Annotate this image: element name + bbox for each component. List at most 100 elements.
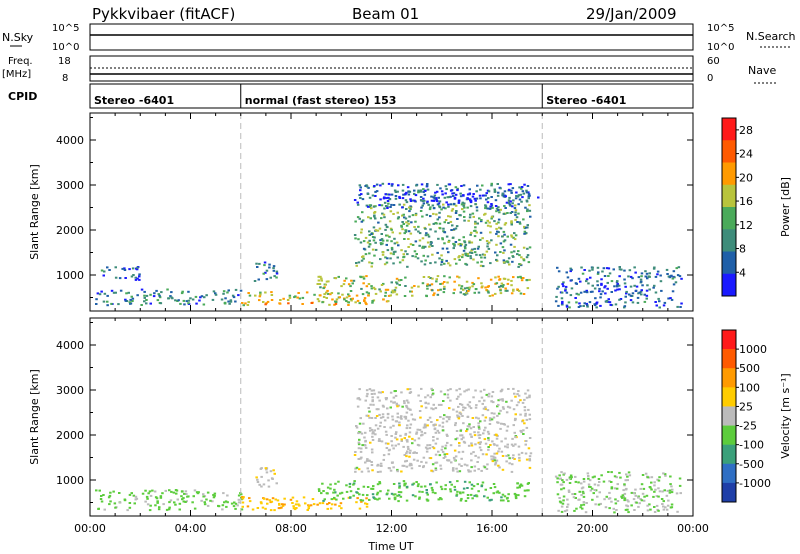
velocity-data-cell [626,508,629,511]
velocity-data-cell [426,424,429,427]
velocity-data-cell [399,416,402,419]
power-data-cell [477,277,480,280]
power-data-cell [425,295,428,298]
power-data-cell [145,294,149,297]
velocity-data-cell [580,482,583,485]
velocity-data-cell [412,458,416,461]
velocity-data-cell [366,486,370,488]
power-data-cell [414,228,417,231]
velocity-data-cell [667,499,670,502]
power-data-cell [456,187,459,190]
velocity-data-cell [352,494,355,497]
velocity-data-cell [418,410,422,412]
power-data-cell [510,211,514,213]
velocity-data-cell [95,489,98,492]
velocity-data-cell [371,435,374,438]
velocity-data-cell [405,439,409,442]
power-data-cell [378,288,381,291]
power-data-cell [114,291,117,294]
velocity-data-cell [389,391,393,394]
power-data-cell [361,219,365,222]
velocity-data-cell [449,490,453,493]
power-data-cell [520,186,524,188]
power-data-cell [456,275,459,278]
power-data-cell [477,245,480,248]
power-data-cell [329,293,332,296]
velocity-data-cell [356,405,360,408]
power-data-cell [569,270,572,273]
power-data-cell [575,292,578,295]
freq-tick-bottom: 8 [62,73,68,84]
power-data-cell [362,247,366,250]
velocity-data-cell [404,417,408,420]
velocity-data-cell [102,494,105,496]
power-data-cell [394,195,398,197]
power-data-cell [452,292,455,295]
power-data-cell [528,246,532,249]
power-data-cell [400,249,403,252]
power-data-cell [486,207,489,210]
power-data-cell [286,299,290,301]
velocity-data-cell [392,466,395,469]
power-data-cell [526,208,529,211]
velocity-data-cell [371,487,375,490]
velocity-data-cell [178,508,181,511]
power-data-cell [262,301,265,303]
velocity-data-cell [475,416,478,419]
velocity-data-cell [485,468,489,470]
velocity-data-cell [334,491,337,494]
power-data-cell [523,230,527,233]
power-data-cell [581,272,585,275]
power-data-cell [612,268,615,271]
velocity-data-cell [408,452,412,454]
power-data-cell [486,224,490,227]
velocity-data-cell [437,450,440,453]
velocity-data-cell [118,492,121,494]
velocity-colorbar-tick-label: 500 [739,362,760,375]
power-data-cell [525,279,529,282]
power-data-cell [431,289,434,292]
velocity-data-cell [364,399,367,402]
power-data-cell [522,258,525,261]
velocity-data-cell [240,508,244,511]
velocity-data-cell [206,504,210,507]
power-data-cell [504,287,507,290]
velocity-data-cell [513,458,516,460]
velocity-data-cell [528,394,531,397]
velocity-data-cell [656,478,659,481]
power-data-cell [458,258,461,261]
velocity-data-cell [517,390,520,393]
velocity-data-cell [663,473,667,476]
power-data-cell [152,295,156,298]
velocity-data-cell [149,504,152,507]
velocity-data-cell [446,441,449,444]
velocity-data-cell [489,487,493,489]
power-data-cell [640,289,643,292]
velocity-data-cell [421,433,424,436]
velocity-data-cell [278,502,281,505]
velocity-data-cell [466,428,469,431]
power-data-cell [378,227,382,230]
velocity-data-cell [478,434,482,436]
power-data-cell [360,220,364,223]
power-data-cell [527,197,530,200]
velocity-data-cell [670,503,674,506]
velocity-data-cell [603,498,606,501]
power-data-cell [594,297,597,300]
power-data-cell [427,235,431,238]
power-data-cell [170,291,173,294]
power-data-cell [262,272,265,275]
velocity-data-cell [475,494,478,497]
power-data-cell [437,237,440,240]
power-data-cell [624,295,627,298]
velocity-data-cell [488,419,492,422]
velocity-data-cell [485,453,488,456]
velocity-data-cell [467,388,470,391]
power-data-cell [435,280,438,283]
velocity-data-cell [444,488,447,491]
velocity-data-cell [493,486,497,489]
power-data-cell [402,203,406,206]
power-data-cell [330,292,334,294]
velocity-data-cell [390,492,394,495]
power-data-cell [359,186,362,189]
